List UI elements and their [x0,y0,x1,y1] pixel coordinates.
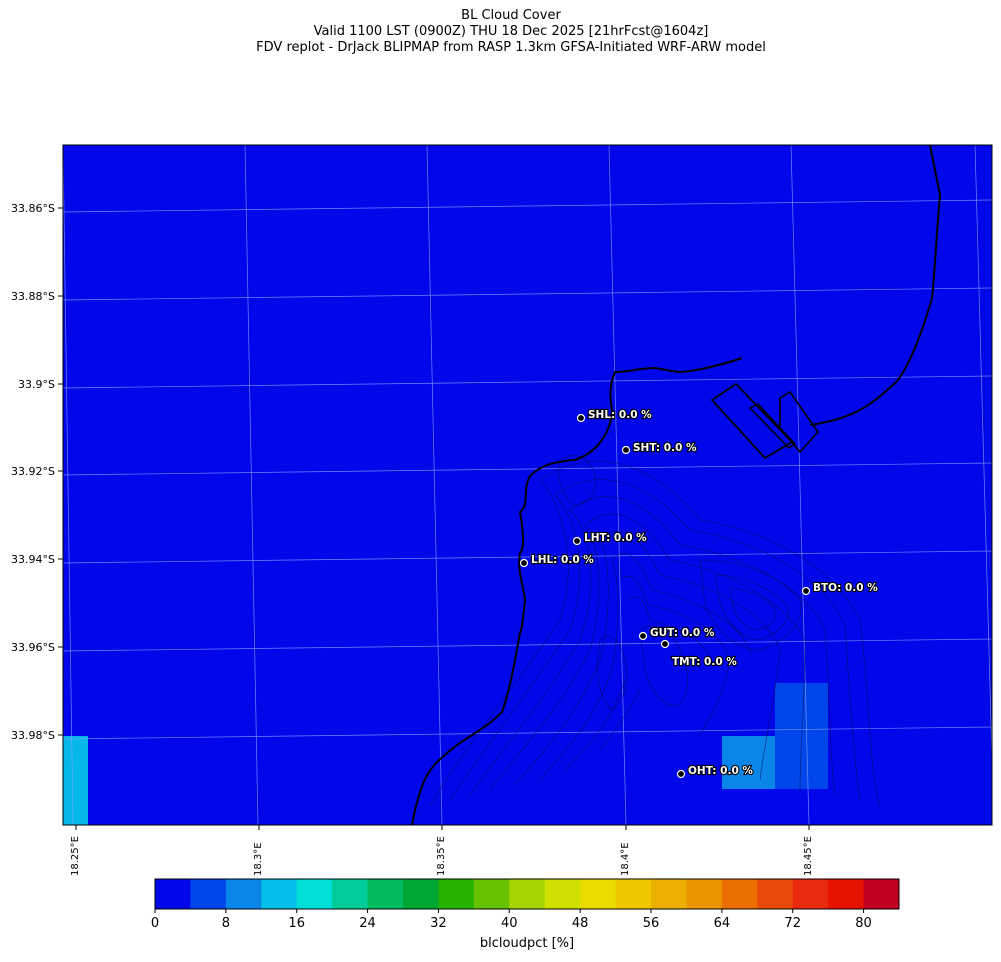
lon-label-5: 18.45°E [803,836,814,876]
station-label-bto: BTO: 0.0 % [813,582,878,594]
station-marker-lhl [519,558,529,568]
station-marker-lht [572,536,582,546]
lon-label-1: 18.25°E [70,836,81,876]
station-marker-gut [638,631,648,641]
cloud-cell-oht [722,736,775,789]
colorbar-swatch [651,879,687,909]
lat-label-2: 33.88°S [11,290,55,303]
station-marker-shl [576,413,586,423]
lon-label-3: 18.35°E [436,836,447,876]
axis-ticks [58,207,810,830]
colorbar-tick-label: 40 [501,916,518,931]
colorbar-tick-label: 64 [713,916,731,931]
colorbar-tick-label: 16 [288,916,305,931]
terrain-contours [429,455,881,806]
colorbar-tick-label: 80 [855,916,872,931]
station-label-oht: OHT: 0.0 % [688,765,753,777]
colorbar-swatch [190,879,227,909]
colorbar-swatch [367,879,404,909]
station-label-sht: SHT: 0.0 % [633,442,697,454]
colorbar-swatch [863,879,900,909]
lon-label-4: 18.4°E [620,842,631,876]
map-source: FDV replot - DrJack BLIPMAP from RASP 1.… [256,40,766,55]
map-frame [62,144,993,826]
station-marker-bto [801,586,811,596]
colorbar-swatch [261,879,298,909]
station-marker-oht [676,769,686,779]
map-valid-time: Valid 1100 LST (0900Z) THU 18 Dec 2025 [… [313,24,709,39]
colorbar-swatch [544,879,581,909]
colorbar-tick-label: 24 [359,916,376,931]
lat-label-6: 33.96°S [11,641,55,654]
lat-label-7: 33.98°S [11,729,55,742]
lat-label-4: 33.92°S [11,465,55,478]
colorbar-swatch [473,879,510,909]
colorbar-tick-label: 48 [571,916,589,931]
colorbar-swatch [332,879,369,909]
colorbar-swatch [721,879,758,909]
cloud-cell-east [775,683,828,789]
colorbar-swatch [155,879,191,909]
map-title: BL Cloud Cover [461,8,561,23]
cloud-cell-left-upper [63,736,88,789]
colorbar-swatch [580,879,617,909]
colorbar-tick-label: 0 [150,916,160,931]
station-label-gut: GUT: 0.0 % [650,627,715,639]
lat-label-1: 33.86°S [11,202,55,215]
graticule [63,145,992,825]
colorbar-label: blcloudpct [%] [479,936,575,951]
colorbar-swatch [686,879,723,909]
lat-label-5: 33.94°S [11,553,55,566]
station-label-tmt: TMT: 0.0 % [672,656,737,668]
colorbar-swatch [792,879,829,909]
lat-label-3: 33.9°S [18,378,55,391]
station-marker-tmt [660,639,670,649]
coastline [411,145,942,825]
colorbar-swatch [509,879,546,909]
station-label-lht: LHT: 0.0 % [584,532,647,544]
colorbar-frame [154,878,900,910]
colorbar-swatch [438,879,475,909]
colorbar-swatch [615,879,652,909]
colorbar-swatch [296,879,333,909]
station-label-lhl: LHL: 0.0 % [531,554,594,566]
colorbar-swatch [403,879,439,909]
colorbar-tick-label: 32 [430,916,447,931]
lon-label-2: 18.3°E [253,842,264,876]
cloud-cell-left-lower [63,789,88,825]
colorbar-tick-label: 8 [221,916,230,931]
station-label-shl: SHL: 0.0 % [588,409,652,421]
colorbar-tick-label: 72 [784,916,801,931]
colorbar [154,878,900,913]
colorbar-swatch [225,879,262,909]
stations: SHL: 0.0 % SHT: 0.0 % LHT: 0.0 % LHL: 0.… [519,408,879,779]
colorbar-tick-label: 56 [642,916,660,931]
colorbar-swatch [757,879,794,909]
colorbar-swatch [828,879,865,909]
station-marker-sht [621,445,631,455]
